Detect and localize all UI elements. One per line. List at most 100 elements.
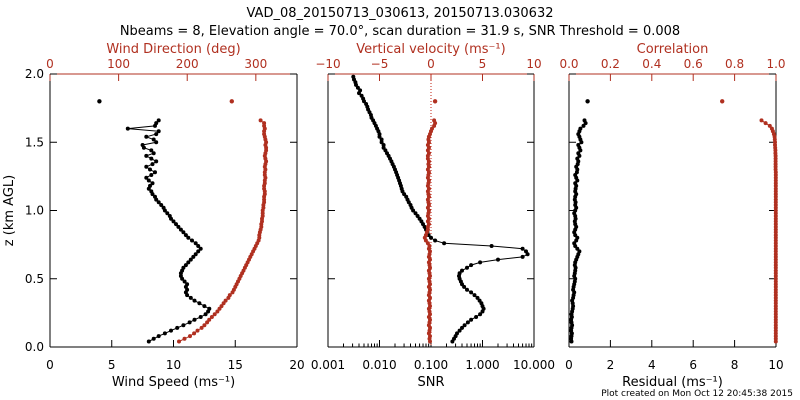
top-tick-label: 0	[46, 57, 54, 71]
wind_speed-point	[183, 233, 188, 238]
bottom-tick-label: 15	[228, 358, 243, 372]
wind_speed-point	[193, 252, 198, 257]
correlation-point	[773, 178, 778, 183]
snr-point	[520, 246, 525, 251]
snr-point	[351, 74, 356, 79]
panel-wind: 0 5 10 15 20 Wind Speed (ms⁻¹) 0 100 200 300 Wind …	[2, 42, 305, 390]
wind_speed-point	[156, 200, 161, 205]
wind_speed-point	[148, 167, 152, 172]
bottom-tick-label: 5	[108, 358, 116, 372]
snr-point	[478, 312, 483, 317]
snr-point	[355, 85, 360, 90]
vertical_velocity-point	[432, 118, 437, 123]
correlation-point	[767, 123, 772, 128]
residual-point	[572, 241, 577, 246]
panel-vertical-velocity: 0.001 0.010 0.100 1.000 10.000 SNR −10 −5 0 5 10 Ve…	[311, 42, 555, 390]
y-tick-label: 1.5	[25, 135, 44, 149]
snr-point	[465, 320, 470, 325]
correlation-point	[773, 323, 778, 328]
snr-point	[524, 249, 528, 254]
wind_speed-point	[186, 235, 191, 240]
y-tick-label: 0.0	[25, 340, 44, 354]
correlation-point	[773, 260, 778, 265]
snr-point	[469, 263, 474, 268]
snr-point	[364, 102, 369, 106]
wind_speed-point	[183, 263, 188, 268]
bottom-tick-label: 0.010	[362, 358, 396, 372]
snr-point	[379, 137, 384, 142]
snr-point	[455, 331, 459, 336]
wind_direction-point	[262, 197, 267, 202]
correlation-point	[773, 252, 778, 257]
correlation-point	[773, 151, 778, 156]
snr-point	[472, 293, 477, 298]
correlation-point	[773, 159, 778, 164]
series-snr	[351, 74, 530, 344]
wind_direction-point	[223, 298, 228, 303]
wind_direction-point	[260, 214, 265, 218]
correlation-point	[769, 126, 774, 131]
y-tick-label: 2.0	[25, 67, 44, 81]
snr-point	[429, 235, 433, 240]
wind_speed-point	[159, 203, 164, 207]
bottom-tick-label: 8	[731, 358, 739, 372]
wind_speed-point	[154, 159, 159, 164]
wind_speed-point	[153, 170, 157, 175]
wind_speed-point	[198, 246, 203, 251]
snr-point	[457, 271, 462, 276]
wind_speed-point	[198, 315, 203, 319]
wind_speed-point	[146, 339, 151, 344]
correlation-outlier-point	[720, 99, 725, 104]
snr-point	[469, 290, 474, 295]
correlation-point	[773, 295, 778, 300]
wind_direction-point	[188, 334, 192, 339]
wind_direction-point	[261, 205, 266, 210]
wind_speed-point	[154, 132, 159, 137]
wind_speed-point	[144, 175, 149, 180]
wind_direction-outlier-point	[229, 99, 234, 104]
top-tick-label: 1.0	[766, 57, 785, 71]
correlation-point	[773, 276, 778, 281]
wind_speed-outlier-point	[97, 99, 102, 104]
top-tick-label: 5	[479, 57, 487, 71]
correlation-point	[773, 186, 778, 191]
snr-point	[496, 257, 500, 262]
residual-point	[578, 126, 583, 131]
wind_direction-point	[207, 317, 212, 322]
wind_direction-point	[262, 121, 267, 126]
bottom-tick-label: 0.100	[414, 358, 448, 372]
wind_speed-point	[144, 164, 149, 169]
wind_speed-point	[153, 194, 157, 199]
bottom-tick-label: 10	[768, 358, 783, 372]
snr-point	[465, 287, 469, 292]
top-tick-label: 0	[427, 57, 435, 71]
wind_speed-point	[156, 334, 161, 339]
snr-point	[404, 194, 409, 199]
snr-point	[478, 260, 483, 265]
snr-point	[379, 140, 384, 145]
correlation-point	[763, 121, 768, 126]
correlation-point	[773, 205, 778, 210]
wind_direction-point	[177, 339, 181, 344]
vertical_velocity-point	[430, 126, 434, 131]
wind_direction-point	[215, 309, 220, 314]
series-wind_speed	[97, 99, 212, 344]
correlation-point	[759, 118, 764, 123]
residual-point	[576, 143, 581, 147]
residual-point	[573, 181, 578, 186]
bottom-tick-label: 0.001	[311, 358, 345, 372]
top-tick-label: 0.6	[684, 57, 703, 71]
wind_direction-point	[199, 325, 204, 330]
wind_direction-point	[258, 118, 263, 123]
wind_speed-point	[207, 306, 212, 311]
residual-point	[575, 235, 580, 240]
snr-point	[489, 244, 494, 248]
wind_speed-point	[176, 224, 181, 229]
top-tick-label: 100	[107, 57, 130, 71]
bottom-tick-label: 10.000	[513, 358, 555, 372]
plot-created-footnote: Plot created on Mon Oct 12 20:45:38 2015	[601, 389, 793, 399]
top-axis-title: Wind Direction (deg)	[106, 42, 240, 57]
vertical_velocity-point	[425, 241, 430, 246]
